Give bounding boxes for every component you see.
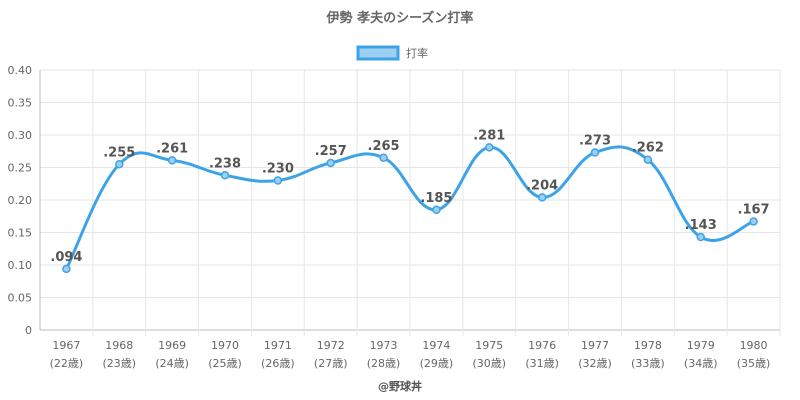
x-tick-year: 1974	[422, 339, 450, 352]
x-tick-year: 1976	[528, 339, 556, 352]
data-label: .265	[368, 139, 400, 154]
x-tick-year: 1973	[370, 339, 398, 352]
data-label: .257	[315, 144, 347, 159]
data-point[interactable]	[273, 176, 283, 185]
data-point[interactable]	[115, 160, 124, 169]
x-tick-age: (33歳)	[631, 357, 665, 370]
chart-title: 伊勢 孝夫のシーズン打率	[326, 10, 474, 26]
data-label: .281	[473, 128, 505, 143]
x-tick-year: 1979	[687, 339, 715, 352]
x-tick-age: (25歳)	[208, 357, 242, 370]
data-label: .262	[632, 141, 664, 156]
x-tick-age: (24歳)	[155, 357, 189, 370]
y-tick-label: 0.25	[8, 162, 33, 175]
x-tick-age: (29歳)	[420, 357, 454, 370]
x-tick-year: 1971	[264, 339, 292, 352]
data-point[interactable]	[696, 232, 705, 242]
data-label: .167	[738, 202, 770, 217]
x-tick-age: (23歳)	[102, 357, 136, 370]
x-axis: 1967 (22歳) 1968 (23歳) 1969 (24歳) 1970 (25歳) 1971…	[50, 339, 771, 370]
data-point[interactable]	[590, 148, 600, 157]
data-label: .261	[156, 141, 188, 156]
legend[interactable]: 打率	[356, 45, 428, 61]
x-tick-year: 1977	[581, 339, 609, 352]
x-tick-year: 1967	[52, 339, 80, 352]
data-point[interactable]	[167, 156, 177, 165]
y-tick-label: 0.15	[8, 227, 33, 240]
data-points	[62, 143, 758, 274]
data-label: .143	[685, 218, 717, 233]
y-tick-label: 0.35	[8, 97, 33, 110]
x-tick-age: (27歳)	[314, 357, 348, 370]
x-tick-age: (34歳)	[684, 357, 718, 370]
y-tick-label: 0	[25, 324, 32, 337]
y-tick-label: 0.30	[8, 129, 33, 142]
legend-swatch	[356, 45, 400, 61]
data-point[interactable]	[220, 171, 230, 180]
y-axis: 0 0.05 0.10 0.15 0.20 0.25 0.30 0.35 0.40	[8, 64, 33, 337]
y-tick-label: 0.40	[8, 64, 33, 77]
data-point[interactable]	[379, 153, 388, 162]
data-point[interactable]	[62, 264, 71, 274]
data-point[interactable]	[485, 143, 494, 152]
x-tick-age: (31歳)	[525, 357, 559, 370]
data-point[interactable]	[749, 217, 758, 226]
data-label: .185	[420, 191, 452, 206]
x-tick-year: 1978	[634, 339, 662, 352]
x-tick-year: 1972	[317, 339, 345, 352]
y-tick-label: 0.10	[8, 259, 33, 272]
x-tick-year: 1968	[105, 339, 133, 352]
x-tick-age: (28歳)	[367, 357, 401, 370]
data-point[interactable]	[432, 205, 441, 214]
x-tick-age: (22歳)	[50, 357, 84, 370]
y-tick-label: 0.20	[8, 194, 33, 207]
data-label: .094	[50, 250, 82, 265]
data-point[interactable]	[643, 155, 653, 164]
data-point[interactable]	[326, 158, 335, 168]
x-tick-age: (32歳)	[578, 357, 612, 370]
x-tick-year: 1980	[740, 339, 768, 352]
data-label: .230	[262, 162, 294, 177]
grid	[39, 69, 781, 336]
x-tick-year: 1975	[475, 339, 503, 352]
data-label: .255	[103, 145, 135, 160]
data-point[interactable]	[537, 193, 547, 202]
y-tick-label: 0.05	[8, 292, 33, 305]
data-label: .238	[209, 156, 241, 171]
x-tick-year: 1970	[211, 339, 239, 352]
x-tick-age: (30歳)	[472, 357, 506, 370]
credit-text: @野球丼	[378, 379, 422, 393]
x-tick-age: (26歳)	[261, 357, 295, 370]
data-labels: .094 .255 .261 .238 .230 .257 .265 .185 .281 .204…	[50, 128, 769, 265]
legend-label: 打率	[406, 46, 428, 60]
data-label: .273	[579, 134, 611, 149]
x-tick-year: 1969	[158, 339, 186, 352]
x-tick-age: (35歳)	[737, 357, 771, 370]
data-label: .204	[526, 178, 558, 193]
